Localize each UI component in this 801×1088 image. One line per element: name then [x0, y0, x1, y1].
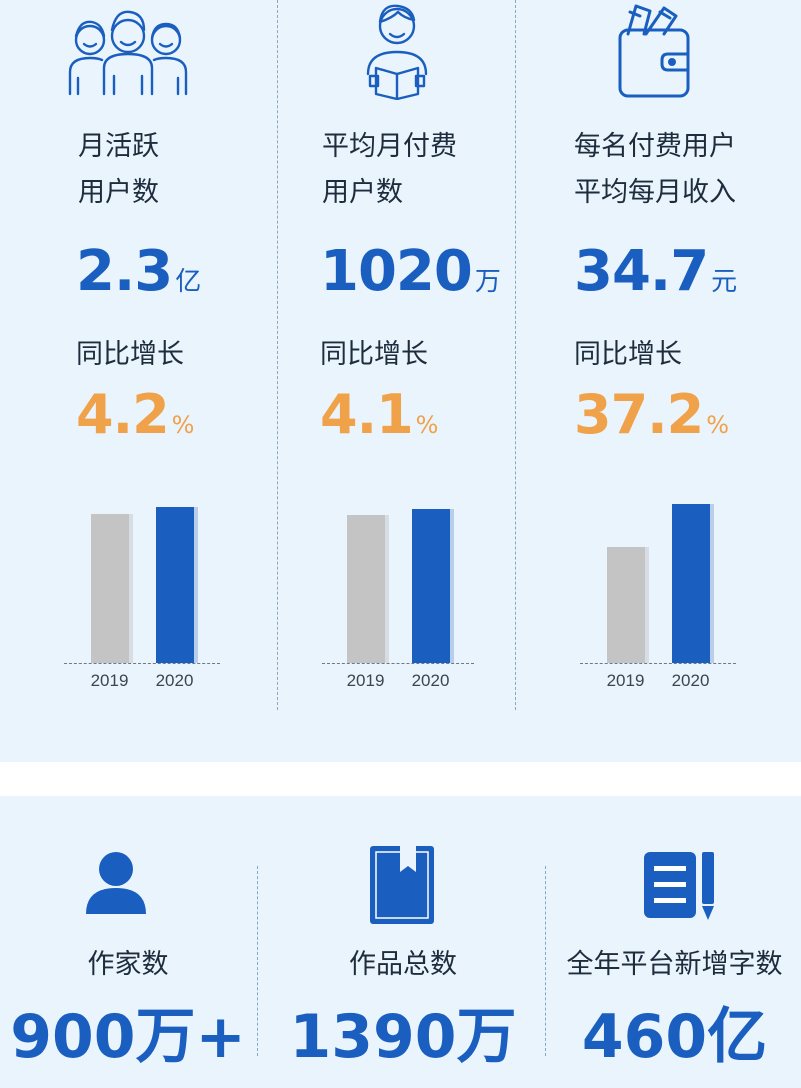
- column-divider: [257, 866, 258, 1056]
- x-tick-label: 2019: [346, 671, 385, 690]
- column-divider: [545, 866, 546, 1056]
- chart-baseline: [64, 663, 220, 664]
- stat-label: 全年平台新增字数: [566, 949, 783, 980]
- stat-card-works: 作品总数 1390万: [268, 796, 538, 1088]
- yoy-bar-chart: 2019 2020: [322, 490, 474, 695]
- growth-value-unit: %: [415, 411, 439, 439]
- stat-card-writers: 作家数 900万+: [0, 796, 256, 1088]
- stat-value: 460亿: [581, 1002, 768, 1072]
- growth-value-number: 4.1: [320, 383, 414, 446]
- stat-value: 900万+: [10, 1002, 246, 1072]
- metric-card-monthly-active-users: 月活跃 用户数 2.3 亿 同比增长 4.2% 2019 2020: [0, 0, 240, 762]
- yoy-bar-chart: 2019 2020: [64, 490, 220, 695]
- stat-card-new-words: 全年平台新增字数 460亿: [548, 796, 801, 1088]
- metric-label-line1: 每名付费用户: [574, 131, 736, 162]
- metric-value-unit: 万: [474, 267, 501, 297]
- bar-2020: [411, 509, 450, 663]
- column-divider: [515, 0, 516, 710]
- column-divider: [277, 0, 278, 710]
- chart-baseline: [580, 663, 736, 664]
- bar-2020: [155, 507, 194, 663]
- stat-value: 1390万: [289, 1002, 517, 1072]
- people-group-icon: [68, 10, 188, 96]
- bar-2020: [671, 504, 710, 663]
- bar-2019: [346, 515, 385, 663]
- metric-label-line2: 平均每月收入: [574, 177, 736, 208]
- bar-2019: [606, 547, 645, 663]
- book-bookmark-icon: [370, 846, 434, 924]
- bar-2019: [90, 514, 129, 663]
- wallet-icon: [618, 4, 690, 98]
- growth-value: 4.2%: [76, 388, 194, 442]
- growth-value-number: 4.2: [76, 383, 170, 446]
- yoy-bar-chart: 2019 2020: [580, 490, 736, 695]
- metric-value-unit: 元: [711, 267, 738, 297]
- metric-card-arppu: 每名付费用户 平均每月收入 34.7 元 同比增长 37.2% 2019 2020: [516, 0, 756, 762]
- metric-value-number: 1020: [320, 239, 473, 304]
- x-tick-label: 2019: [90, 671, 129, 690]
- document-pencil-icon: [644, 852, 714, 920]
- growth-label: 同比增长: [574, 339, 682, 370]
- x-tick-label: 2020: [411, 671, 450, 690]
- growth-value-unit: %: [171, 411, 195, 439]
- metric-label-line1: 平均月付费: [322, 131, 457, 162]
- stats-panel: 作家数 900万+ 作品总数 1390万 全年平台新增字数 460亿: [0, 796, 801, 1088]
- growth-label: 同比增长: [76, 339, 184, 370]
- metrics-panel: 月活跃 用户数 2.3 亿 同比增长 4.2% 2019 2020 平均月付费 用户…: [0, 0, 801, 762]
- x-tick-label: 2019: [606, 671, 645, 690]
- growth-value: 4.1%: [320, 388, 438, 442]
- metric-label-line1: 月活跃: [78, 131, 159, 162]
- person-icon: [86, 852, 146, 914]
- chart-baseline: [322, 663, 474, 664]
- growth-label: 同比增长: [320, 339, 428, 370]
- stat-label: 作品总数: [349, 949, 457, 980]
- metric-value: 1020 万: [320, 244, 501, 300]
- metric-value-number: 34.7: [574, 239, 709, 304]
- metric-value-unit: 亿: [175, 267, 202, 297]
- metric-value: 2.3 亿: [76, 244, 201, 300]
- x-tick-label: 2020: [155, 671, 194, 690]
- stat-label: 作家数: [87, 949, 169, 980]
- growth-value: 37.2%: [574, 388, 729, 442]
- metric-label-line2: 用户数: [78, 177, 159, 208]
- metric-value: 34.7 元: [574, 244, 737, 300]
- metric-card-paying-users: 平均月付费 用户数 1020 万 同比增长 4.1% 2019 2020: [278, 0, 518, 762]
- metric-label-line2: 用户数: [322, 177, 403, 208]
- growth-value-unit: %: [706, 411, 730, 439]
- person-reading-book-icon: [366, 4, 428, 100]
- metric-value-number: 2.3: [76, 239, 173, 304]
- x-tick-label: 2020: [671, 671, 710, 690]
- growth-value-number: 37.2: [574, 383, 704, 446]
